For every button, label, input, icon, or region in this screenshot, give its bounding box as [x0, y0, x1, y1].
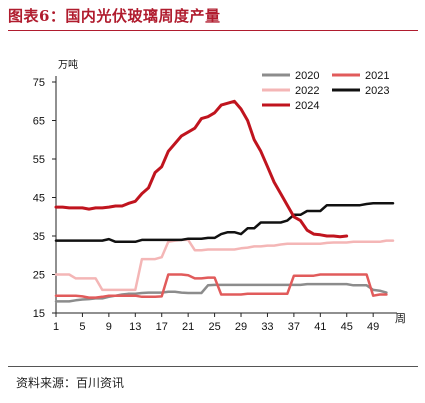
x-axis: 1 5 9 13 17 21 25 29 33 37 41 45 49: [53, 312, 397, 333]
y-tick-label: 55: [33, 154, 45, 166]
legend-item-2024: 2024: [262, 100, 319, 112]
legend-label: 2023: [365, 85, 389, 97]
y-axis: 15 25 35 45 55 65 75: [33, 76, 57, 320]
y-tick-label: 75: [33, 77, 45, 89]
legend-label: 2024: [295, 100, 319, 112]
series-line-2021: [54, 273, 388, 299]
x-tick-label: 13: [129, 321, 141, 333]
legend-label: 2020: [295, 70, 319, 82]
series-lines: [54, 99, 395, 303]
legend-item-2023: 2023: [332, 85, 389, 97]
x-tick-label: 29: [235, 321, 247, 333]
x-tick-label: 45: [341, 321, 353, 333]
source-note: 资料来源：百川资讯: [16, 376, 125, 390]
x-tick-label: 17: [156, 321, 168, 333]
legend: 2020 2021 2022 2023 2024: [262, 70, 389, 112]
y-axis-unit: 万吨: [58, 58, 78, 71]
y-tick-label: 45: [33, 193, 45, 205]
y-tick-label: 65: [33, 116, 45, 128]
x-tick-label: 5: [79, 321, 85, 333]
legend-label: 2022: [295, 85, 319, 97]
x-axis-unit: 周: [395, 312, 406, 325]
legend-item-2020: 2020: [262, 70, 319, 82]
series-line-2022: [54, 238, 395, 292]
title-divider: [8, 30, 418, 31]
y-tick-label: 35: [33, 231, 45, 243]
legend-item-2022: 2022: [262, 85, 319, 97]
y-tick-label: 15: [33, 308, 45, 320]
series-line-2024: [54, 99, 349, 239]
x-tick-label: 37: [288, 321, 300, 333]
legend-label: 2021: [365, 70, 389, 82]
x-tick-label: 9: [106, 321, 112, 333]
x-tick-label: 41: [314, 321, 326, 333]
x-tick-label: 21: [182, 321, 194, 333]
x-tick-label: 25: [208, 321, 220, 333]
x-tick-label: 33: [261, 321, 273, 333]
x-tick-label: 49: [367, 321, 379, 333]
y-tick-label: 25: [33, 270, 45, 282]
footer-divider: [8, 366, 418, 367]
legend-item-2021: 2021: [332, 70, 389, 82]
series-line-2023: [54, 202, 395, 244]
chart-title: 图表6：国内光伏玻璃周度产量: [8, 7, 221, 25]
x-tick-label: 1: [53, 321, 59, 333]
